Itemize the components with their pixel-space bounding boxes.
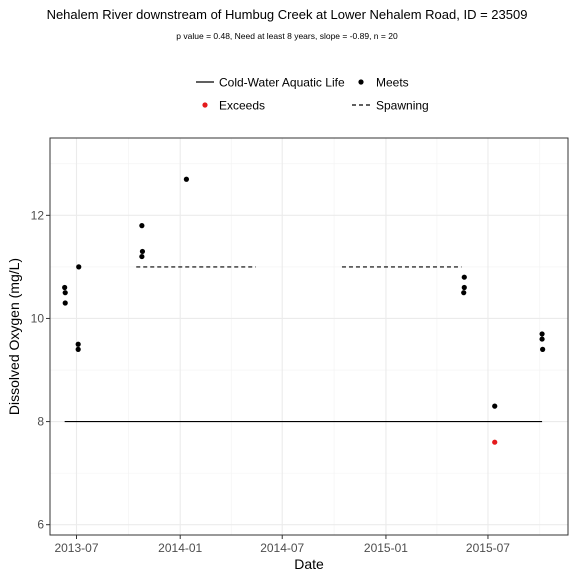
x-axis-title: Date xyxy=(294,556,324,572)
meets-point xyxy=(461,284,467,291)
legend-label-cold-water: Cold-Water Aquatic Life xyxy=(219,76,345,90)
meets-point xyxy=(62,290,68,296)
y-tick-label: 8 xyxy=(37,415,44,429)
legend-meets-dot xyxy=(358,79,364,85)
x-tick-label: 2015-07 xyxy=(466,541,510,555)
plot-panel xyxy=(50,138,568,535)
meets-point xyxy=(75,341,81,347)
chart-subtitle: p value = 0.48, Need at least 8 years, s… xyxy=(176,31,398,41)
x-tick-label: 2014-01 xyxy=(158,541,202,555)
axis-layer: 2013-07 2014-01 2014-07 2015-01 2015-07 6 8 10 1… xyxy=(31,208,511,555)
plot-panel-border xyxy=(49,137,569,536)
meets-point xyxy=(75,346,81,352)
chart-title: Nehalem River downstream of Humbug Creek… xyxy=(47,7,528,22)
x-tick-label: 2014-07 xyxy=(260,541,304,555)
meets-point xyxy=(539,331,545,337)
legend-label-meets: Meets xyxy=(376,76,409,90)
meets-point xyxy=(62,300,68,306)
legend: Cold-Water Aquatic Life Meets Exceeds Sp… xyxy=(196,76,429,113)
meets-point xyxy=(139,253,145,260)
legend-exceeds-dot xyxy=(202,102,208,108)
x-tick-label: 2015-01 xyxy=(364,541,408,555)
meets-point xyxy=(492,403,498,409)
meets-point xyxy=(139,223,145,229)
legend-label-spawning: Spawning xyxy=(376,99,429,113)
y-tick-label: 10 xyxy=(31,311,45,325)
meets-point xyxy=(139,248,146,255)
meets-point xyxy=(183,176,190,182)
x-tick-label: 2013-07 xyxy=(54,541,98,555)
y-tick-label: 12 xyxy=(31,208,45,222)
legend-label-exceeds: Exceeds xyxy=(219,99,265,113)
exceeds-point xyxy=(492,439,498,445)
y-axis-title: Dissolved Oxygen (mg/L) xyxy=(6,258,22,415)
meets-point xyxy=(540,346,546,352)
criteria-layer xyxy=(64,266,543,423)
meets-point xyxy=(76,264,82,270)
points-layer xyxy=(62,176,546,445)
meets-point xyxy=(461,290,467,296)
meets-point xyxy=(461,274,467,280)
meets-point xyxy=(539,336,545,342)
y-tick-label: 6 xyxy=(37,518,44,532)
meets-point xyxy=(62,284,68,291)
